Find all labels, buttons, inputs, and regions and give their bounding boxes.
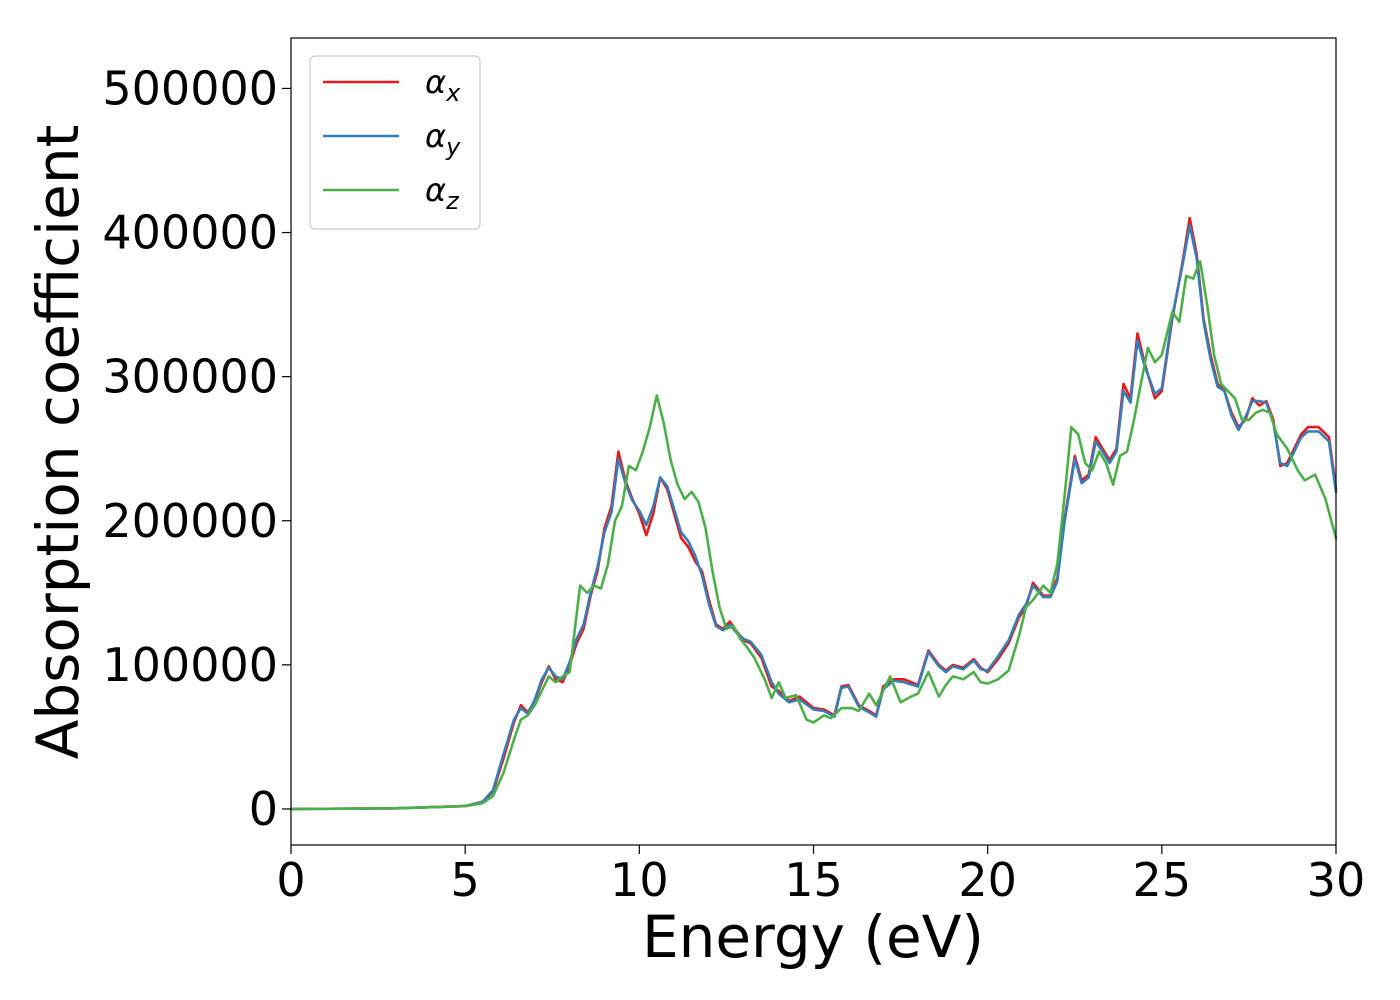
x-tick-label: 0 bbox=[276, 853, 305, 907]
x-tick-label: 20 bbox=[958, 853, 1017, 907]
x-tick-label: 30 bbox=[1307, 853, 1366, 907]
legend-label-subscript: x bbox=[445, 79, 461, 107]
legend-label-alpha-z: αz bbox=[425, 171, 460, 215]
series-layer bbox=[289, 216, 1338, 811]
x-tick-label: 15 bbox=[784, 853, 843, 907]
legend-label-symbol: α bbox=[425, 171, 446, 209]
y-tick-label: 100000 bbox=[102, 638, 278, 692]
legend-label-alpha-y: αy bbox=[425, 117, 461, 161]
legend-label-subscript: z bbox=[445, 187, 460, 215]
series-line-alpha-z bbox=[289, 260, 1338, 811]
y-axis-title: Absorption coefficient bbox=[24, 125, 92, 760]
legend-label-subscript: y bbox=[445, 133, 461, 161]
y-tick-label: 400000 bbox=[102, 206, 278, 260]
legend-label-symbol: α bbox=[425, 63, 446, 101]
legend-label-symbol: α bbox=[425, 117, 446, 155]
y-tick-label: 0 bbox=[249, 782, 278, 836]
y-axis-ticks: 0 100000 200000 300000 400000 500000 bbox=[102, 61, 291, 836]
series-line-alpha-y bbox=[289, 224, 1338, 811]
x-axis-ticks: 0 5 10 15 20 25 30 bbox=[276, 845, 1365, 907]
legend-label-alpha-x: αx bbox=[425, 63, 461, 107]
y-tick-label: 500000 bbox=[102, 61, 278, 115]
y-tick-label: 200000 bbox=[102, 494, 278, 548]
x-axis-title: Energy (eV) bbox=[642, 903, 984, 971]
x-tick-label: 10 bbox=[610, 853, 669, 907]
x-tick-label: 5 bbox=[451, 853, 480, 907]
legend-box bbox=[309, 55, 481, 230]
x-tick-label: 25 bbox=[1133, 853, 1192, 907]
y-tick-label: 300000 bbox=[102, 350, 278, 404]
